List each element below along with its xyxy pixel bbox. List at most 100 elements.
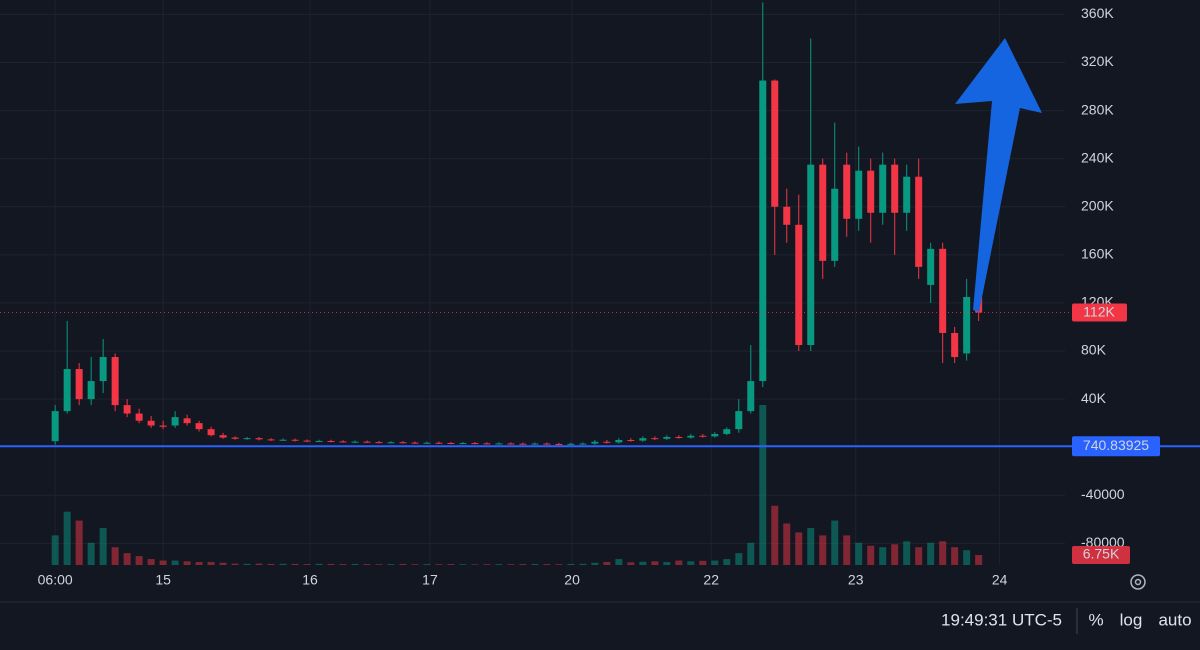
candle-body <box>555 443 563 445</box>
volume-bar <box>567 563 575 565</box>
candle-body <box>423 442 431 444</box>
auto-button[interactable]: auto <box>1158 610 1191 629</box>
volume-bar <box>123 553 131 565</box>
y-tick-label: 320K <box>1081 53 1114 69</box>
volume-bar <box>771 505 779 565</box>
candle-body <box>375 442 383 444</box>
volume-bar <box>723 559 731 565</box>
clock: 19:49:31 UTC-5 <box>941 610 1062 629</box>
x-tick-label: 24 <box>992 572 1008 588</box>
settings-icon[interactable] <box>1130 574 1146 590</box>
volume-bar <box>207 562 215 565</box>
candle-body <box>171 417 179 426</box>
volume-bar <box>591 562 599 565</box>
candle-body <box>207 429 215 436</box>
volume-bar <box>675 560 683 565</box>
volume-bar <box>627 562 635 565</box>
y-tick-label: 200K <box>1081 197 1114 213</box>
candle-body <box>963 296 971 354</box>
x-tick-label: 23 <box>848 572 864 588</box>
candle-body <box>639 438 647 441</box>
volume-bar <box>555 564 563 565</box>
candle-body <box>135 413 143 421</box>
volume-bar <box>819 535 827 565</box>
volume-bar <box>219 562 227 565</box>
candle-body <box>807 164 815 346</box>
volume-bar <box>903 541 911 565</box>
volume-bar <box>159 560 167 565</box>
volume-bar <box>267 563 275 565</box>
volume-bar <box>759 405 767 565</box>
candle-body <box>123 405 131 414</box>
volume-bar <box>687 561 695 565</box>
volume-bar <box>795 532 803 565</box>
volume-bar <box>351 563 359 565</box>
percent-button[interactable]: % <box>1088 610 1103 629</box>
volume-bar <box>543 564 551 565</box>
volume-bar <box>831 520 839 565</box>
candle-body <box>279 439 287 441</box>
volume-bar <box>423 564 431 565</box>
last-price-label: 112K <box>1083 303 1115 319</box>
volume-bar <box>75 520 83 565</box>
candle-body <box>291 439 299 441</box>
y-tick-label: 240K <box>1081 149 1114 165</box>
volume-bar <box>495 564 503 565</box>
candle-body <box>51 411 59 442</box>
candle-body <box>339 441 347 443</box>
x-tick-label: 20 <box>564 572 580 588</box>
candle-body <box>591 441 599 444</box>
volume-bar <box>147 559 155 565</box>
volume-bar <box>843 535 851 565</box>
candle-body <box>519 443 527 445</box>
candle-body <box>87 381 95 400</box>
volume-bar <box>507 564 515 565</box>
volume-bar <box>651 561 659 565</box>
volume-bar <box>435 564 443 565</box>
candle-body <box>267 439 275 441</box>
volume-bar <box>387 564 395 565</box>
candle-body <box>735 411 743 430</box>
candle-body <box>219 435 227 438</box>
candle-body <box>771 80 779 207</box>
x-tick-label: 16 <box>302 572 318 588</box>
candle-body <box>939 248 947 333</box>
candle-body <box>303 440 311 442</box>
candle-body <box>579 443 587 445</box>
volume-bar <box>99 527 107 565</box>
candle-body <box>195 423 203 430</box>
log-button[interactable]: log <box>1120 610 1143 629</box>
volume-bar <box>411 564 419 565</box>
y-tick-label: 360K <box>1081 5 1114 21</box>
candle-body <box>387 442 395 444</box>
volume-bar <box>939 541 947 565</box>
volume-bar <box>255 563 263 565</box>
candle-body <box>927 248 935 285</box>
candle-body <box>255 438 263 440</box>
grid <box>0 0 1065 565</box>
candle-body <box>747 381 755 412</box>
y-tick-label: -40000 <box>1081 486 1125 502</box>
volume-bar <box>375 564 383 565</box>
candle-body <box>627 439 635 441</box>
volume-bar <box>579 563 587 565</box>
candle-body <box>111 357 119 406</box>
candle-body <box>879 164 887 213</box>
last-price-box <box>1072 303 1127 322</box>
y-tick-label: 80K <box>1081 342 1107 358</box>
candle-body <box>483 443 491 445</box>
volume-bar <box>699 560 707 565</box>
candle-body <box>399 442 407 444</box>
y-tick-label: 160K <box>1081 246 1114 262</box>
candle-body <box>951 332 959 358</box>
candle-body <box>471 443 479 445</box>
candle-body <box>843 164 851 219</box>
x-tick-label: 15 <box>155 572 171 588</box>
volume-bar <box>663 562 671 565</box>
candle-body <box>159 425 167 427</box>
candle-body <box>855 170 863 219</box>
volume-bar <box>171 560 179 565</box>
candle-body <box>891 164 899 213</box>
candle-body <box>327 440 335 442</box>
